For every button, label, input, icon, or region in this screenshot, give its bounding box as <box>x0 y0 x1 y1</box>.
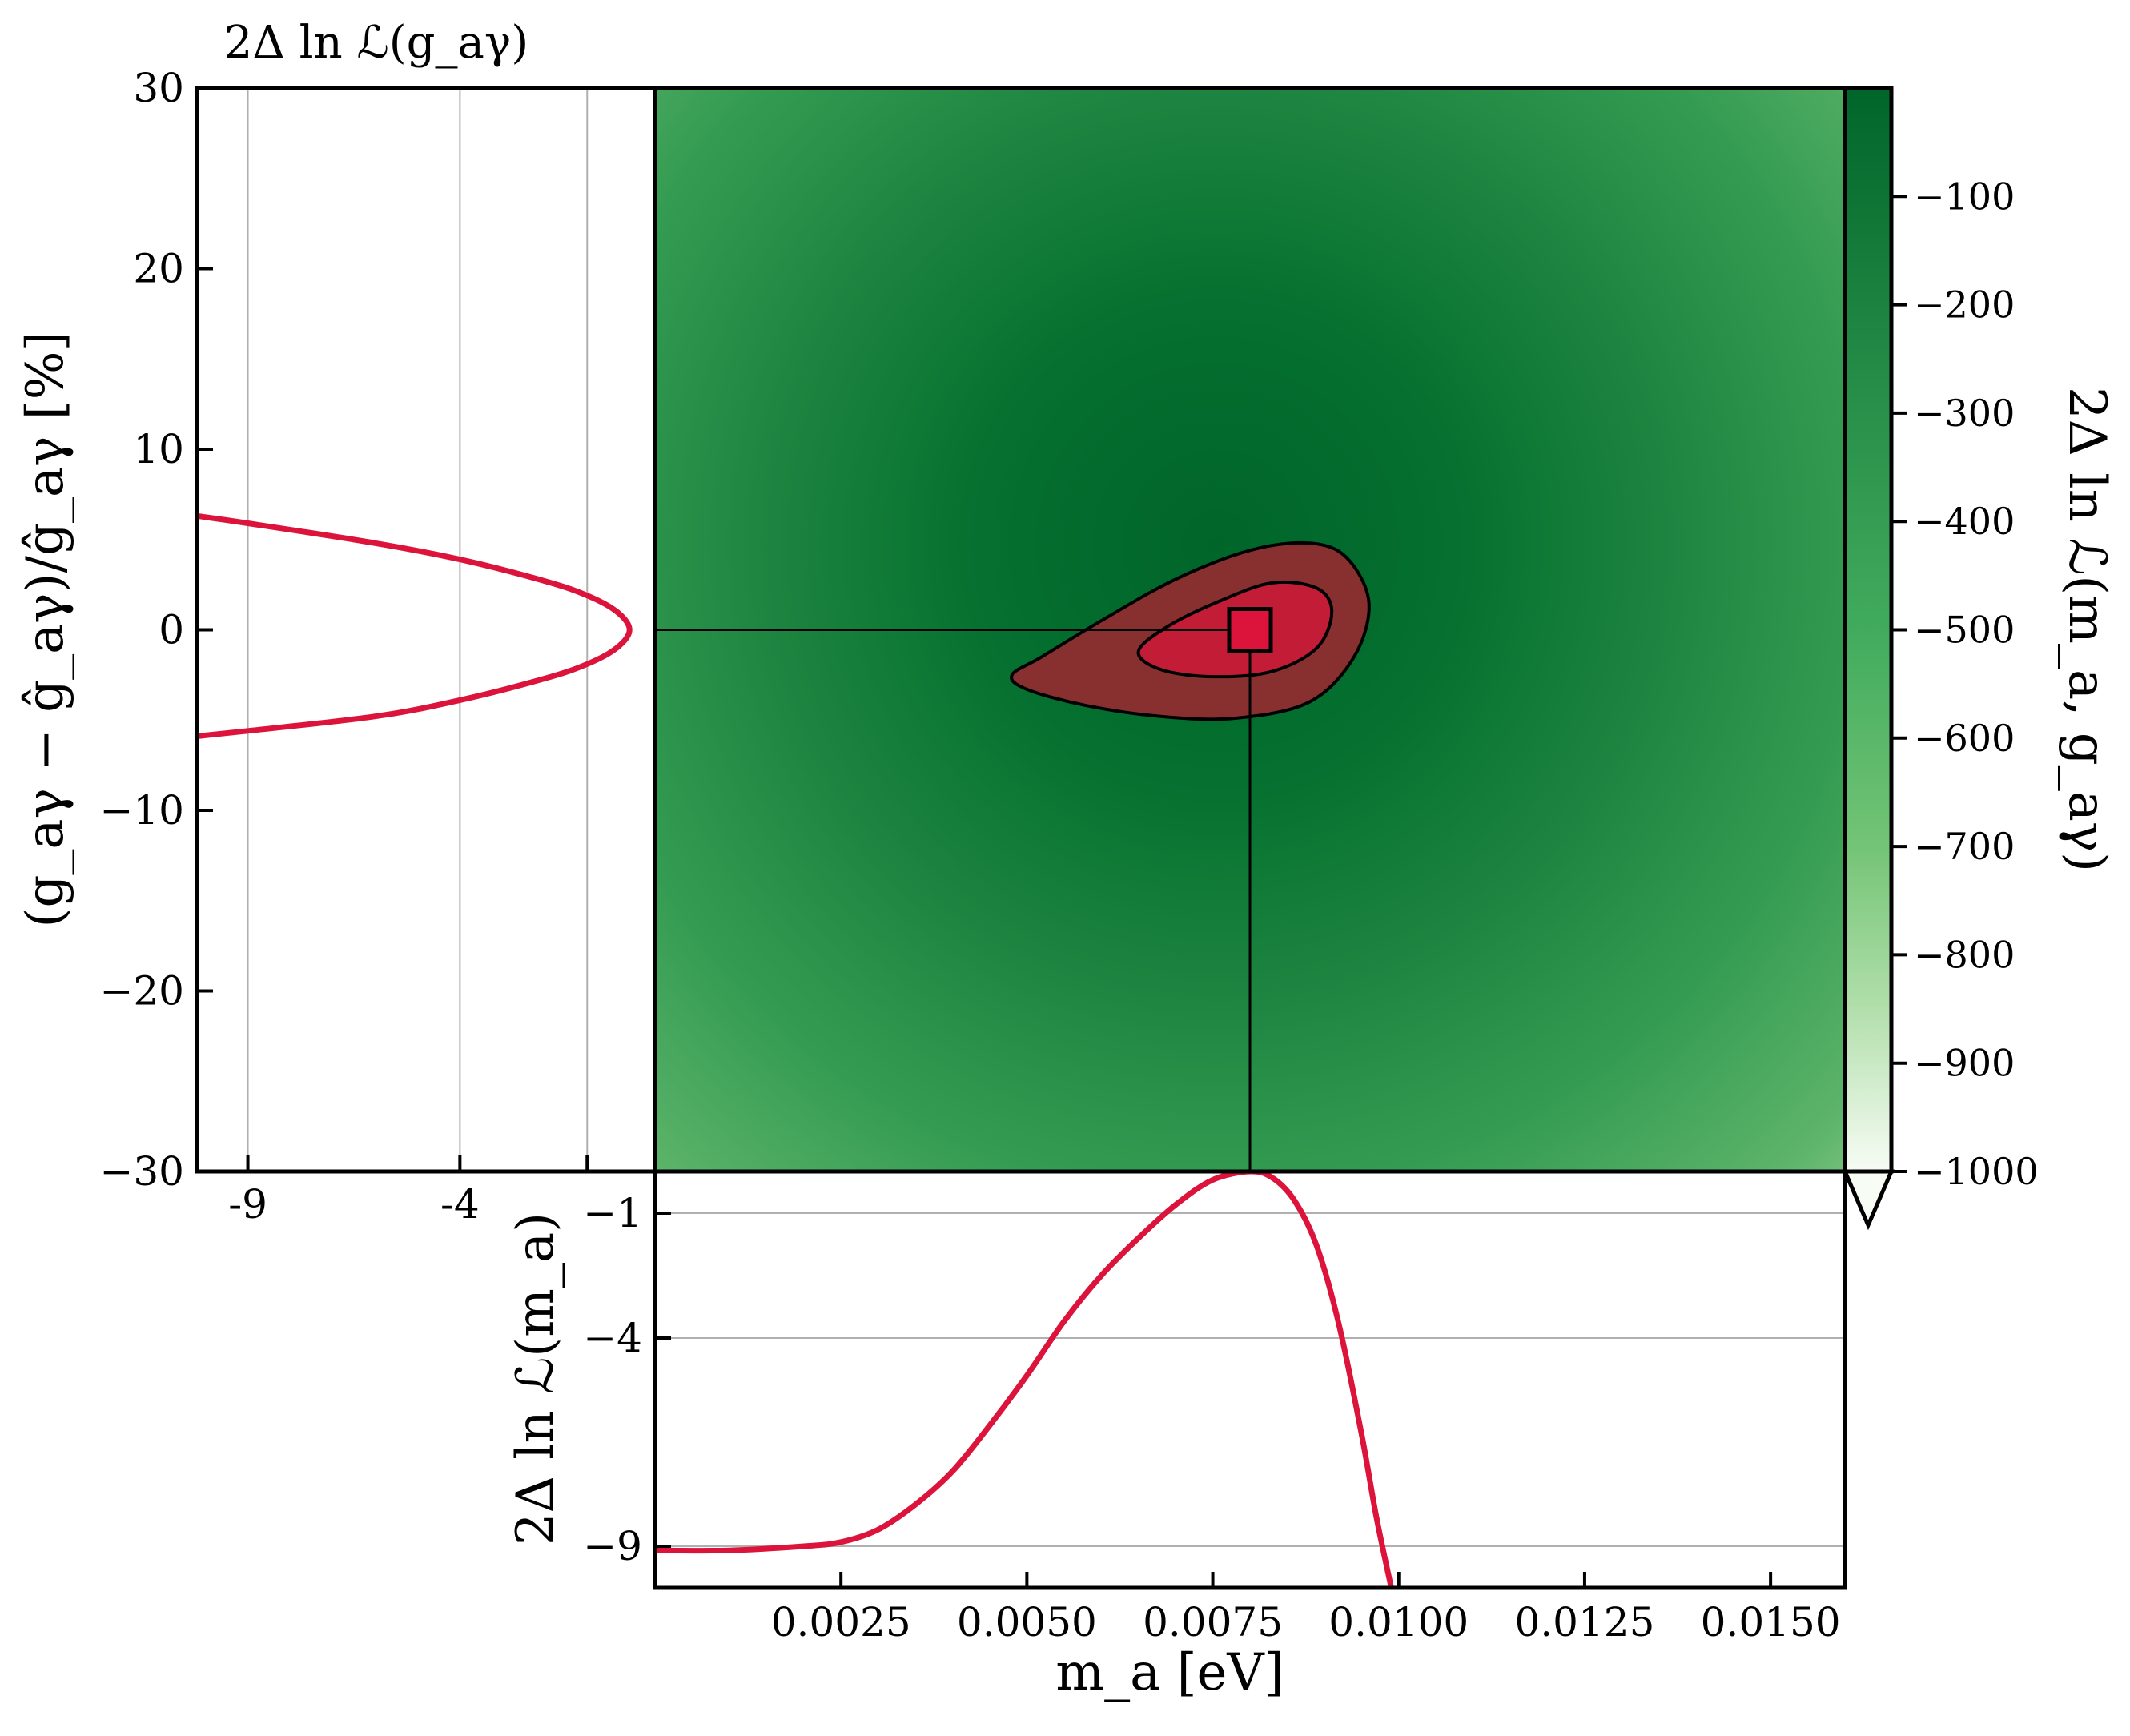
bottom-x-ticks: 0.0025 0.0050 0.0075 0.0100 0.0125 0.0150 <box>771 1572 1841 1646</box>
x-tick-label: 0.0125 <box>1514 1599 1654 1646</box>
left-y-ticks: 30 20 10 0 −10 −20 −30 <box>99 65 213 1195</box>
left-x-tick-label: -9 <box>228 1181 267 1228</box>
colorbar-tick-label: −200 <box>1914 283 2015 327</box>
bottom-y-tick-label: −1 <box>583 1190 642 1236</box>
left-panel-title: 2Δ ln ℒ(g_aγ) <box>224 17 528 69</box>
colorbar-tick-label: −700 <box>1914 825 2015 868</box>
y-tick-label: −10 <box>99 787 184 834</box>
bottom-profile-curve <box>655 1171 1394 1588</box>
colorbar-tick-label: −600 <box>1914 717 2015 760</box>
colorbar-tick-label: −900 <box>1914 1042 2015 1085</box>
y-tick-label: 10 <box>133 426 184 472</box>
colorbar-body <box>1845 88 1891 1171</box>
x-tick-label: 0.0075 <box>1143 1599 1283 1646</box>
left-panel: 30 20 10 0 −10 −20 −30 -9 -4 2Δ ln ℒ(g_aγ) (g_a… <box>16 17 657 1228</box>
left-profile-curve <box>197 512 633 739</box>
left-grid <box>247 88 589 1171</box>
x-tick-label: 0.0050 <box>957 1599 1097 1646</box>
colorbar: −100 −200 −300 −400 −500 −600 −700 −800 −900 −100… <box>1842 86 2116 1231</box>
y-tick-label: 30 <box>133 65 184 111</box>
x-tick-label: 0.0150 <box>1701 1599 1841 1646</box>
colorbar-tick-label: −100 <box>1914 175 2015 218</box>
colorbar-tick-label: −400 <box>1914 500 2015 543</box>
contour-layer <box>655 540 1371 1171</box>
best-fit-marker <box>1227 607 1273 653</box>
bottom-frame <box>653 1169 1847 1590</box>
colorbar-label: 2Δ ln ℒ(m_a, g_aγ) <box>2057 387 2116 872</box>
left-x-tick-label: -4 <box>440 1181 480 1228</box>
colorbar-tick-label: −1000 <box>1914 1150 2039 1193</box>
bottom-grid <box>655 1212 1845 1547</box>
y-tick-label: 0 <box>159 607 184 653</box>
x-tick-label: 0.0025 <box>771 1599 911 1646</box>
bottom-y-ticks: −1 −4 −9 <box>583 1190 671 1569</box>
main-panel <box>653 86 1847 1174</box>
x-axis-label: m_a [eV] <box>1055 1643 1284 1702</box>
bottom-panel: −1−4−9 0.0025 0.0050 0.0075 0.0100 0.0125 0.0… <box>506 1169 1847 1702</box>
y-tick-label: −20 <box>99 968 184 1015</box>
bottom-y-axis-label: 2Δ ln ℒ(m_a) <box>506 1212 565 1545</box>
left-x-ticks: -9 -4 <box>228 1155 589 1228</box>
colorbar-tick-label: −300 <box>1914 392 2015 435</box>
bottom-y-tick-label: −9 <box>583 1523 642 1569</box>
colorbar-ticks: −100 −200 −300 −400 −500 −600 −700 −800 −900 −100… <box>1891 175 2039 1193</box>
y-tick-label: −30 <box>99 1148 184 1195</box>
bottom-y-tick-label: −4 <box>583 1315 642 1361</box>
colorbar-extend-arrow <box>1842 1169 1895 1231</box>
y-tick-label: 20 <box>133 246 184 292</box>
left-frame <box>195 86 657 1174</box>
y-axis-label: (g_aγ − ĝ_aγ)/ĝ_aγ [%] <box>16 331 75 927</box>
x-tick-label: 0.0100 <box>1328 1599 1469 1646</box>
colorbar-tick-label: −500 <box>1914 609 2015 652</box>
colorbar-tick-label: −800 <box>1914 933 2015 976</box>
